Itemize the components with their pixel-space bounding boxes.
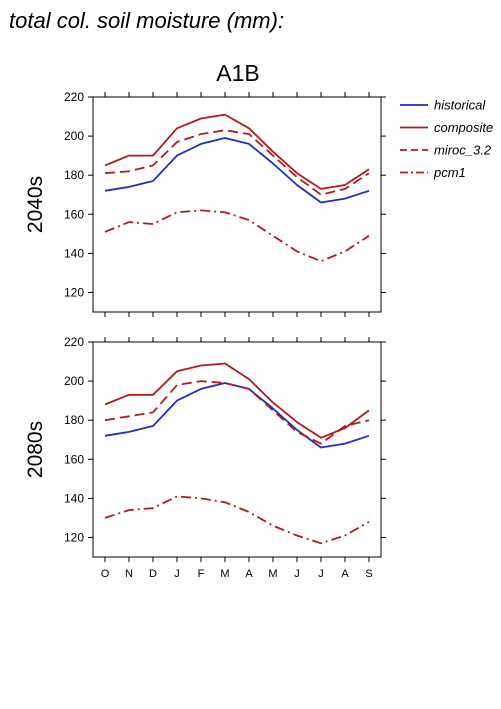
x-tick-label: F: [198, 568, 205, 580]
series-line-composite: [104, 113, 370, 190]
legend-item: historical: [400, 98, 486, 113]
series-line-historical: [104, 137, 370, 204]
legend-label: pcm1: [433, 165, 466, 180]
x-tick-label: O: [101, 568, 110, 580]
series-line-pcm1: [104, 209, 370, 263]
legend-item: pcm1: [400, 165, 466, 180]
x-tick-label: M: [268, 568, 277, 580]
legend-label: historical: [434, 98, 486, 113]
series-line-pcm1: [104, 495, 370, 545]
y-tick-label: 140: [64, 246, 84, 260]
series-line-miroc_3.2: [104, 129, 370, 196]
y-tick-label: 160: [64, 207, 84, 221]
y-tick-label: 180: [64, 413, 84, 427]
legend: historical composite miroc_3.2 pcm1: [400, 98, 493, 180]
y-tick-label: 220: [64, 335, 84, 349]
panel-label: 2080s: [24, 421, 47, 478]
x-tick-label: A: [245, 568, 253, 580]
panel-2080s: 120 140 160 180 200 220 O N D J F M A M J J A S 2080s: [24, 335, 386, 580]
chart-title: A1B: [216, 60, 259, 86]
legend-label: miroc_3.2: [434, 143, 492, 158]
y-tick-label: 220: [64, 90, 84, 104]
x-tick-label: N: [125, 568, 133, 580]
legend-item: miroc_3.2: [400, 143, 492, 158]
y-tick-label: 160: [64, 452, 84, 466]
panel-2040s: 120 140 160 180 200 220 2040s: [24, 90, 386, 317]
legend-label: composite: [434, 120, 493, 135]
x-tick-label: M: [220, 568, 229, 580]
panels: 120 140 160 180 200 220 2040s 120 140 160 180 200 22…: [24, 90, 386, 580]
y-tick-label: 120: [64, 285, 84, 299]
legend-item: composite: [400, 120, 493, 135]
x-tick-label: J: [294, 568, 300, 580]
y-tick-label: 180: [64, 168, 84, 182]
page-heading: total col. soil moisture (mm):: [9, 8, 285, 33]
y-tick-label: 200: [64, 129, 84, 143]
x-tick-label: J: [174, 568, 180, 580]
plot-frame: [92, 341, 382, 558]
series-line-historical: [104, 382, 370, 449]
series-line-composite: [104, 362, 370, 439]
x-tick-label: A: [341, 568, 349, 580]
y-tick-label: 200: [64, 374, 84, 388]
x-tick-label: J: [318, 568, 324, 580]
y-tick-label: 120: [64, 530, 84, 544]
plot-frame: [92, 96, 382, 313]
x-tick-label: S: [365, 568, 372, 580]
x-tick-label: D: [149, 568, 157, 580]
panel-label: 2040s: [24, 176, 47, 233]
y-tick-label: 140: [64, 491, 84, 505]
